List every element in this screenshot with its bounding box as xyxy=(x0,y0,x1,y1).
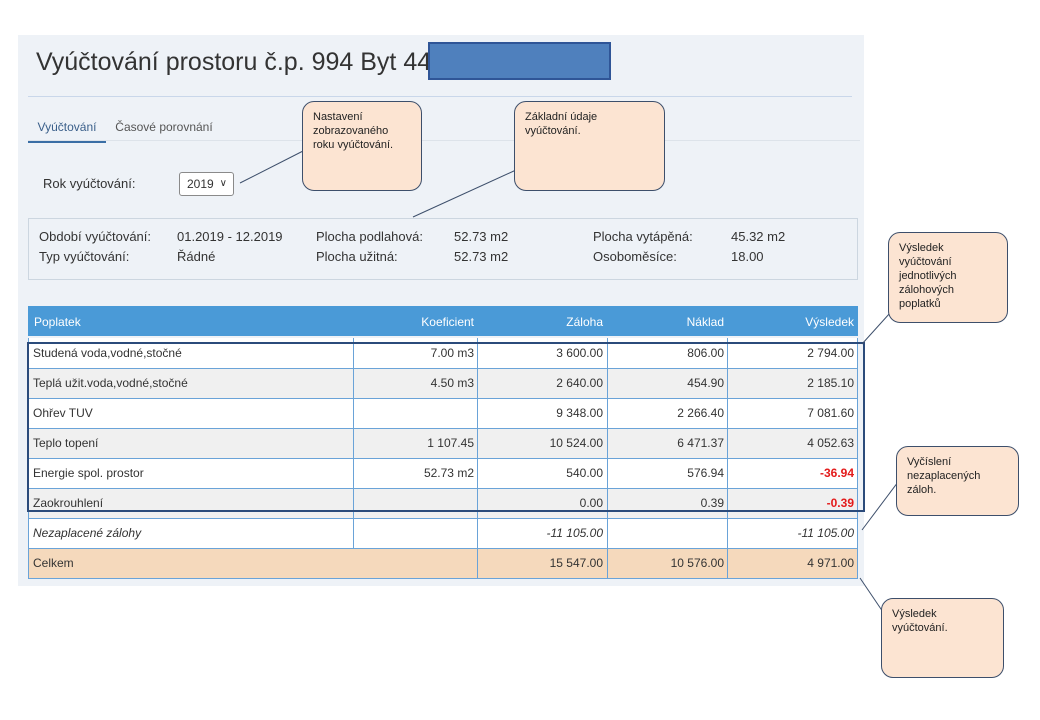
header-coefficient: Koeficient xyxy=(421,315,474,329)
table-row: Teplo topení 1 107.45 10 524.00 6 471.37… xyxy=(28,428,858,458)
billing-info-box xyxy=(28,218,858,280)
tab-vyuctovani[interactable]: Vyúčtování xyxy=(28,113,106,143)
advance-cell: 3 600.00 xyxy=(556,346,603,360)
coefficient-cell: 4.50 m3 xyxy=(430,376,474,390)
total-row: Celkem 15 547.00 10 576.00 4 971.00 xyxy=(28,548,858,578)
callout-unpaid-advances: Vyčíslení nezaplacených záloh. xyxy=(896,446,1019,516)
grid-line xyxy=(353,338,354,548)
fee-cell: Teplá užit.voda,vodné,stočné xyxy=(33,376,188,390)
result-cell: 2 794.00 xyxy=(807,346,854,360)
result-cell: 7 081.60 xyxy=(807,406,854,420)
year-select[interactable]: 2019 ∨ xyxy=(179,172,234,196)
coefficient-cell: 7.00 m3 xyxy=(430,346,474,360)
grid-line xyxy=(28,428,858,429)
table-row: Ohřev TUV 9 348.00 2 266.40 7 081.60 xyxy=(28,398,858,428)
table-row: Studená voda,vodné,stočné 7.00 m3 3 600.… xyxy=(28,338,858,368)
total-advance: 15 547.00 xyxy=(549,556,603,570)
advance-cell: 10 524.00 xyxy=(549,436,603,450)
coefficient-cell: 1 107.45 xyxy=(427,436,474,450)
fee-cell: Ohřev TUV xyxy=(33,406,93,420)
callout-year-setting: Nastavení zobrazovaného roku vyúčtování. xyxy=(302,101,422,191)
floor-area-value: 52.73 m2 xyxy=(454,229,509,244)
advance-cell: 0.00 xyxy=(579,496,603,510)
grid-line xyxy=(28,548,858,549)
fee-cell: Studená voda,vodné,stočné xyxy=(33,346,182,360)
advance-cell: 9 348.00 xyxy=(556,406,603,420)
grid-line xyxy=(28,578,858,579)
floor-area-label: Plocha podlahová: xyxy=(316,229,423,244)
result-cell: 2 185.10 xyxy=(807,376,854,390)
grid-line xyxy=(28,518,858,519)
result-cell-negative: -36.94 xyxy=(819,466,854,480)
callout-fee-results: Výsledek vyúčtování jednotlivých zálohov… xyxy=(888,232,1008,323)
redacted-block xyxy=(428,42,611,80)
tabs-divider xyxy=(28,140,860,141)
total-cost: 10 576.00 xyxy=(670,556,724,570)
header-result: Výsledek xyxy=(805,315,854,329)
coefficient-cell xyxy=(354,398,474,428)
fee-cell: Energie spol. prostor xyxy=(33,466,144,480)
header-advance: Záloha xyxy=(566,315,603,329)
person-months-label: Osoboměsíce: xyxy=(593,249,677,264)
cost-cell: 454.90 xyxy=(687,376,724,390)
cost-cell: 576.94 xyxy=(687,466,724,480)
title-divider xyxy=(28,96,852,97)
fee-cell: Zaokrouhlení xyxy=(33,496,104,510)
result-cell-negative: -0.39 xyxy=(826,496,854,510)
period-label: Období vyúčtování: xyxy=(39,229,152,244)
page-title: Vyúčtování prostoru č.p. 994 Byt 44 xyxy=(36,48,432,76)
grid-line xyxy=(28,368,858,369)
coefficient-cell xyxy=(354,488,474,518)
fee-cell: Teplo topení xyxy=(33,436,99,450)
grid-line xyxy=(28,488,858,489)
person-months-value: 18.00 xyxy=(731,249,764,264)
advance-cell: -11 105.00 xyxy=(546,526,604,540)
type-value: Řádné xyxy=(177,249,216,264)
coefficient-cell: 52.73 m2 xyxy=(423,466,474,480)
advance-cell: 2 640.00 xyxy=(556,376,603,390)
period-value: 01.2019 - 12.2019 xyxy=(177,229,283,244)
grid-line xyxy=(28,458,858,459)
cost-cell: 6 471.37 xyxy=(677,436,724,450)
cost-cell: 806.00 xyxy=(687,346,724,360)
year-label: Rok vyúčtování: xyxy=(43,176,136,191)
table-header: Poplatek Koeficient Záloha Náklad Výsled… xyxy=(28,306,858,336)
year-select-value: 2019 xyxy=(187,177,214,191)
tab-casove-porovnani[interactable]: Časové porovnání xyxy=(115,120,213,134)
result-cell: -11 105.00 xyxy=(797,526,855,540)
usable-area-value: 52.73 m2 xyxy=(454,249,509,264)
table-row: Energie spol. prostor 52.73 m2 540.00 57… xyxy=(28,458,858,488)
header-cost: Náklad xyxy=(686,315,724,329)
cost-cell: 0.39 xyxy=(700,496,724,510)
total-result: 4 971.00 xyxy=(807,556,854,570)
grid-line xyxy=(28,398,858,399)
table-row: Teplá užit.voda,vodné,stočné 4.50 m3 2 6… xyxy=(28,368,858,398)
type-label: Typ vyúčtování: xyxy=(39,249,130,264)
fee-cell: Nezaplacené zálohy xyxy=(33,526,142,540)
callout-result: Výsledek vyúčtování. xyxy=(881,598,1004,678)
cost-cell: 2 266.40 xyxy=(677,406,724,420)
table-row: Zaokrouhlení 0.00 0.39 -0.39 xyxy=(28,488,858,518)
heated-area-label: Plocha vytápěná: xyxy=(593,229,693,244)
total-label: Celkem xyxy=(33,556,74,570)
chevron-down-icon: ∨ xyxy=(219,178,227,189)
header-fee: Poplatek xyxy=(34,315,81,329)
result-cell: 4 052.63 xyxy=(807,436,854,450)
advance-cell: 540.00 xyxy=(566,466,603,480)
callout-basic-data: Základní údaje vyúčtování. xyxy=(514,101,665,191)
usable-area-label: Plocha užitná: xyxy=(316,249,398,264)
heated-area-value: 45.32 m2 xyxy=(731,229,786,244)
unpaid-advances-row: Nezaplacené zálohy -11 105.00 -11 105.00 xyxy=(28,518,858,548)
